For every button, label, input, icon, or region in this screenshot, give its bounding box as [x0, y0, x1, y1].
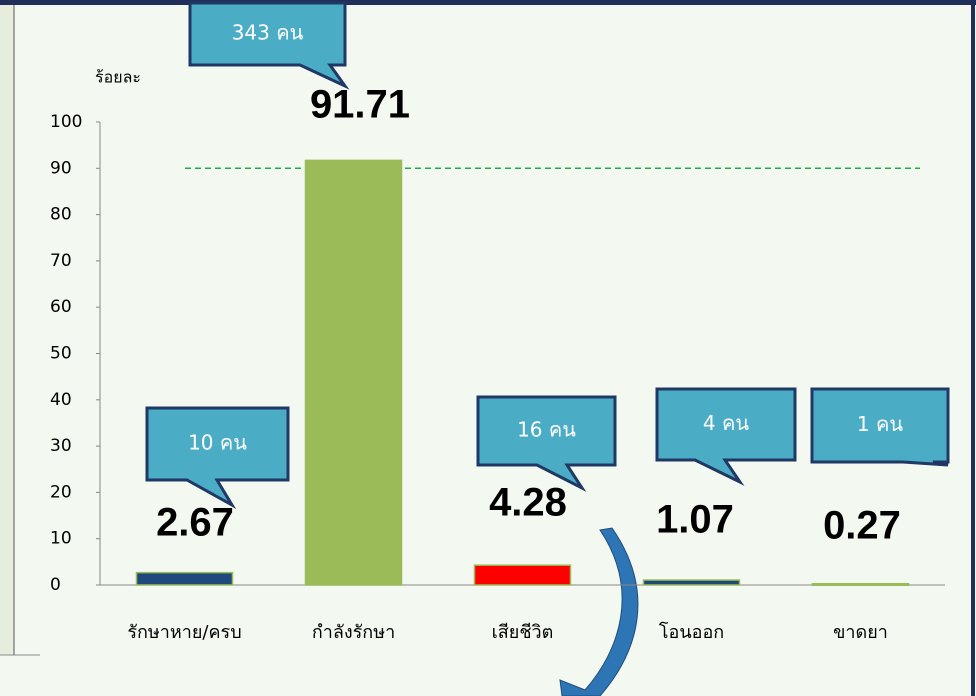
x-tick-label: โอนออก: [659, 621, 724, 643]
bar: [642, 579, 741, 586]
y-tick-label: 30: [50, 436, 72, 456]
side-panel: [0, 5, 14, 655]
callout-text: 16 คน: [517, 418, 576, 442]
x-tick-label: รักษาหาย/ครบ: [127, 622, 241, 643]
callout: [810, 387, 950, 467]
value-label: 1.07: [656, 498, 734, 542]
y-tick-label: 80: [50, 205, 72, 225]
value-label: 2.67: [156, 501, 234, 545]
y-tick-label: 0: [50, 575, 61, 595]
y-tick-label: 10: [50, 529, 72, 549]
y-tick-label: 70: [50, 251, 72, 271]
value-label: 91.71: [310, 83, 410, 127]
callout-text: 1 คน: [857, 412, 903, 436]
value-label: 0.27: [823, 504, 901, 548]
x-tick-label: กำลังรักษา: [312, 622, 395, 643]
callout-text: 10 คน: [188, 431, 247, 455]
bar: [135, 571, 234, 586]
bar: [304, 159, 403, 586]
callout-text: 343 คน: [232, 21, 304, 45]
callout: [145, 406, 290, 510]
y-tick-label: 50: [50, 344, 72, 364]
y-tick-label: 100: [50, 112, 82, 132]
callout: [476, 395, 617, 492]
x-tick-label: เสียชีวิต: [492, 622, 554, 643]
y-tick-label: 60: [50, 297, 72, 317]
x-tick-label: ขาดยา: [833, 622, 888, 643]
value-label: 4.28: [489, 481, 567, 525]
y-axis-label: ร้อยละ: [95, 68, 141, 87]
y-tick-label: 20: [50, 482, 72, 502]
curved-arrow: [559, 527, 639, 696]
callout: [655, 387, 797, 486]
callout: [188, 1, 350, 90]
top-border: [0, 0, 976, 5]
y-tick-label: 40: [50, 390, 72, 410]
bar: [473, 564, 572, 586]
bar: [811, 582, 910, 586]
callout-text: 4 คน: [703, 411, 749, 435]
y-tick-label: 90: [50, 158, 72, 178]
